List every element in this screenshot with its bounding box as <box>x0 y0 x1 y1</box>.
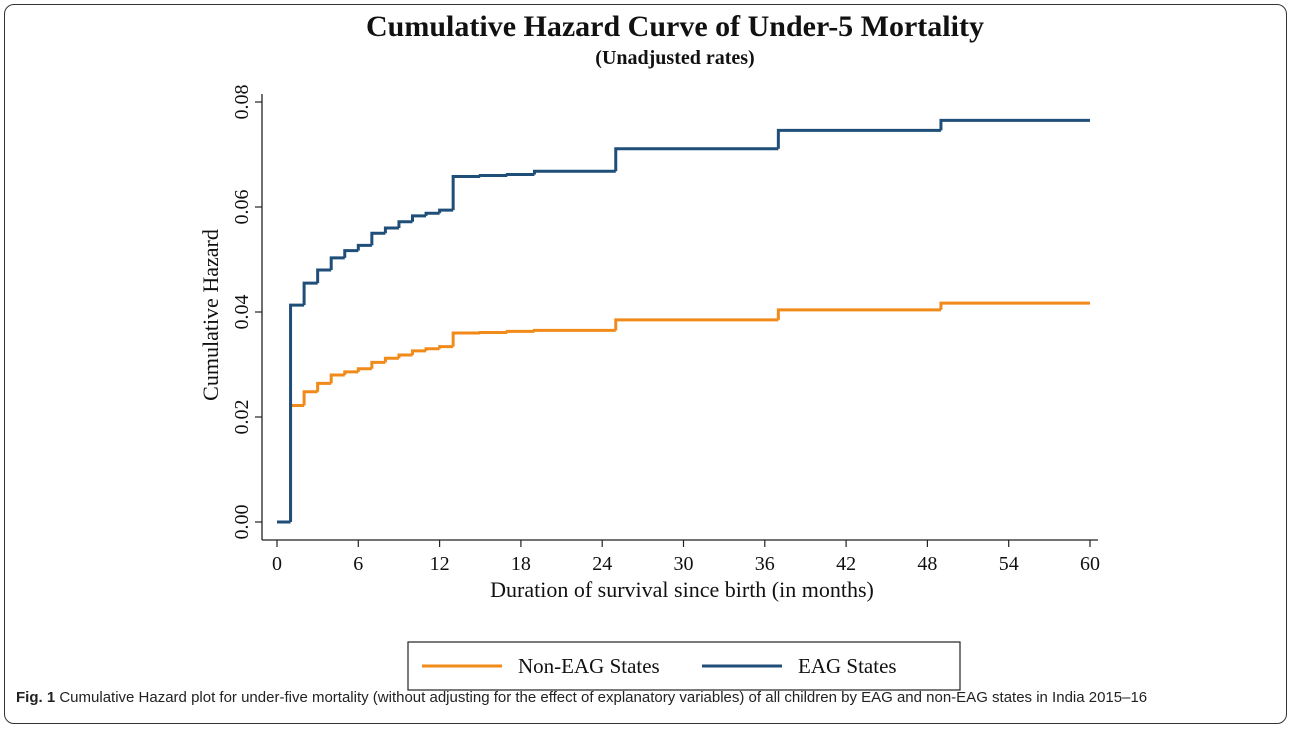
step-segment <box>397 353 413 359</box>
x-tick-label: 6 <box>353 553 363 575</box>
x-tick-label: 48 <box>917 553 937 575</box>
step-segment <box>776 308 941 320</box>
step-segment <box>505 172 535 176</box>
y-tick-label: 0.02 <box>231 400 253 435</box>
y-tick-label: 0.06 <box>231 190 253 225</box>
step-segment <box>343 370 359 375</box>
legend-label: Non-EAG States <box>518 654 660 678</box>
step-segment <box>411 349 427 356</box>
x-axis-label: Duration of survival since birth (in mon… <box>490 577 874 602</box>
y-tick-label: 0.00 <box>231 505 253 540</box>
x-tick-label: 36 <box>755 553 775 575</box>
y-tick-label: 0.04 <box>231 295 253 330</box>
step-segment <box>316 381 332 392</box>
step-segment <box>370 360 386 369</box>
step-segment <box>505 329 535 333</box>
step-segment <box>424 211 440 216</box>
x-tick-label: 24 <box>592 553 612 575</box>
legend-box <box>407 641 961 691</box>
caption: Fig. 1 Cumulative Hazard plot for under-… <box>16 688 1276 707</box>
x-tick-label: 0 <box>272 553 282 575</box>
step-segment <box>329 373 345 384</box>
step-segment <box>776 128 941 149</box>
x-tick-label: 30 <box>674 553 694 575</box>
step-segment <box>316 268 332 284</box>
step-segment <box>438 345 454 349</box>
step-segment <box>614 147 779 172</box>
step-segment <box>343 249 359 258</box>
legend-label: EAG States <box>798 654 897 678</box>
caption-label: Fig. 1 <box>16 689 56 706</box>
step-segment <box>329 256 345 270</box>
step-segment <box>302 390 318 406</box>
step-segment <box>356 243 372 251</box>
step-segment <box>289 403 305 522</box>
step-segment <box>451 331 481 347</box>
step-segment <box>302 281 318 306</box>
caption-text: Cumulative Hazard plot for under-five mo… <box>59 689 1148 706</box>
step-segment <box>478 174 508 177</box>
step-segment <box>289 303 305 522</box>
step-segment <box>411 214 427 222</box>
x-tick-label: 42 <box>836 553 856 575</box>
step-segment <box>614 318 779 331</box>
chart-subtitle: (Unadjusted rates) <box>595 47 754 69</box>
step-segment <box>478 330 508 334</box>
x-tick-label: 18 <box>511 553 531 575</box>
step-segment <box>383 226 399 234</box>
step-segment <box>397 220 413 228</box>
step-segment <box>532 169 616 175</box>
y-tick-label: 0.08 <box>231 85 253 120</box>
step-segment <box>939 301 1090 310</box>
step-segment <box>424 347 440 351</box>
x-tick-label: 60 <box>1080 553 1100 575</box>
figure-frame <box>4 4 1287 724</box>
step-segment <box>532 328 616 332</box>
step-segment <box>438 208 454 214</box>
step-segment <box>939 118 1090 131</box>
chart-title: Cumulative Hazard Curve of Under-5 Morta… <box>366 10 984 43</box>
x-tick-label: 54 <box>999 553 1019 575</box>
step-segment <box>356 367 372 372</box>
step-segment <box>451 175 481 211</box>
step-segment <box>370 231 386 246</box>
step-segment <box>383 356 399 363</box>
x-tick-label: 12 <box>430 553 450 575</box>
y-axis-label: Cumulative Hazard <box>198 229 223 401</box>
